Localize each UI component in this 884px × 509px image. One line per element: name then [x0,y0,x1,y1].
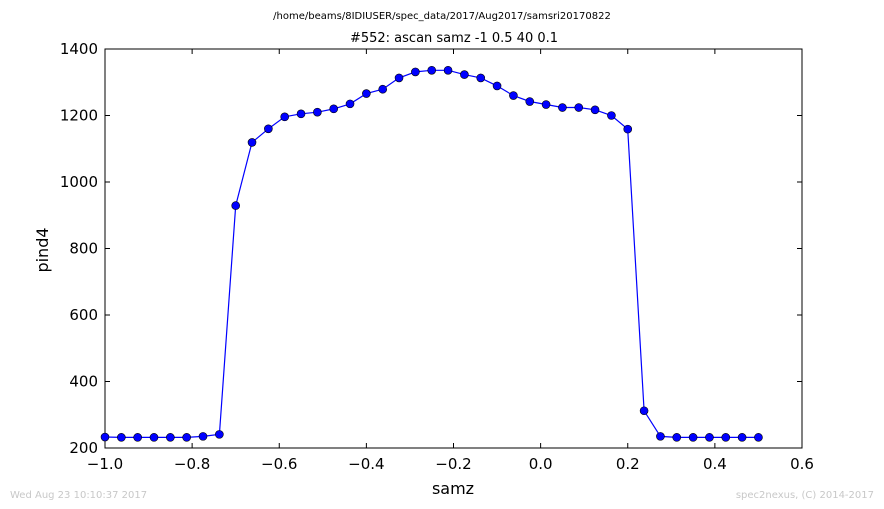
data-point [166,433,175,442]
data-point [215,430,224,439]
data-point [705,433,714,442]
data-point [378,84,388,94]
data-point [427,65,437,75]
data-point [476,73,486,83]
y-tick-label: 1000 [60,173,98,191]
data-point [558,103,567,112]
x-tick-label: 0.4 [703,455,727,473]
footer-timestamp: Wed Aug 23 10:10:37 2017 [10,490,147,501]
data-point [329,104,339,114]
data-point [639,406,649,416]
data-point [492,81,502,91]
data-point [509,91,518,100]
data-point [590,105,600,115]
data-point [296,109,306,119]
x-tick-label: 0.0 [529,455,553,473]
file-path-header: /home/beams/8IDIUSER/spec_data/2017/Aug2… [273,11,611,22]
data-point [117,433,126,442]
data-point [133,433,142,442]
data-point [100,432,110,442]
y-tick-label: 600 [69,306,98,324]
data-point [460,70,469,79]
data-point [541,100,551,109]
x-tick-label: −0.6 [261,455,297,473]
data-point [607,111,616,120]
axis-ticks: −1.0 −0.8 −0.6 −0.4 −0.2 0.0 0.2 0.4 0.6 200 400 60… [60,40,814,473]
data-point [313,107,322,117]
y-tick-label: 400 [69,373,98,391]
data-point [754,433,763,442]
data-point [247,138,257,147]
plot-area [104,48,803,449]
data-point [525,97,535,106]
y-tick-label: 1200 [60,107,98,125]
data-point [149,433,159,442]
data-point [721,433,731,442]
x-tick-label: −1.0 [87,455,123,473]
data-point [623,124,633,134]
chart-title: #552: ascan samz -1 0.5 40 0.1 [350,31,558,46]
x-tick-label: 0.2 [616,455,640,473]
data-point [656,432,665,441]
data-point [672,433,682,442]
x-tick-label: −0.2 [435,455,471,473]
y-tick-label: 1400 [60,40,98,58]
data-point [443,65,453,75]
data-point [182,433,191,442]
data-point [198,432,208,441]
data-series [100,65,763,442]
x-axis-label: samz [432,479,474,498]
data-point [394,73,404,83]
x-tick-label: −0.8 [174,455,210,473]
y-tick-label: 800 [69,240,98,258]
y-tick-label: 200 [69,439,98,457]
data-point [231,201,240,210]
y-axis-label: pind4 [33,227,52,272]
data-point [280,112,289,122]
data-point [737,433,747,442]
x-tick-label: −0.4 [348,455,384,473]
data-point [411,67,420,77]
footer-credit: spec2nexus, (C) 2014-2017 [736,490,874,501]
data-point [362,89,371,98]
x-tick-label: 0.6 [790,455,814,473]
data-point [264,124,273,134]
data-point [345,99,355,109]
data-point [574,103,584,112]
data-point [688,433,698,442]
